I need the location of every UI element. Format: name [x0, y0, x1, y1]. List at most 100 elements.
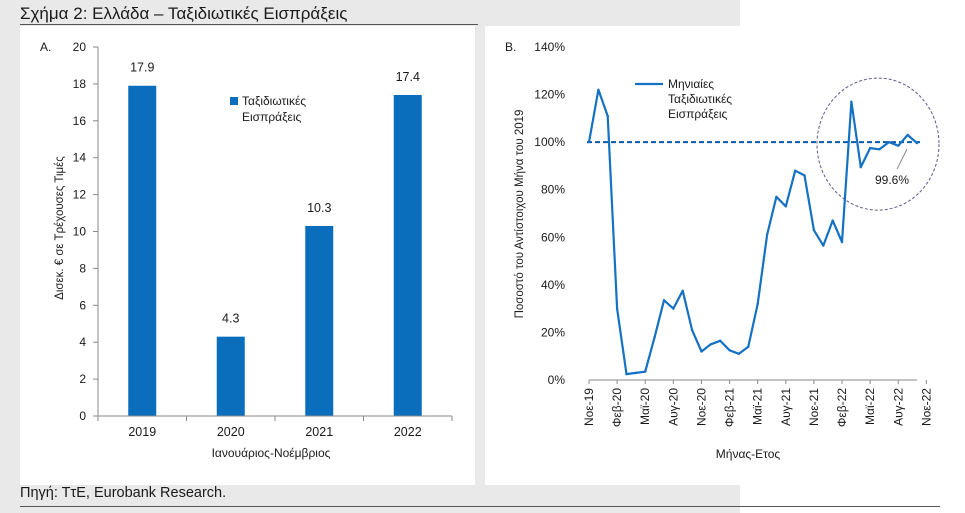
data-point — [812, 228, 816, 232]
x-tick-label: Νοε-21 — [807, 388, 821, 426]
x-tick-label: 2020 — [217, 425, 245, 439]
y-tick-label: 0% — [548, 373, 566, 387]
x-axis-label: Μήνας-Ετος — [716, 447, 781, 461]
y-tick-label: 14 — [73, 151, 87, 165]
footer-band-right — [740, 486, 965, 513]
highlight-circle — [816, 77, 940, 211]
y-tick-label: 20% — [541, 325, 565, 339]
data-point — [634, 371, 638, 375]
figure-title: Σχήμα 2: Ελλάδα – Ταξιδιωτικές Εισπράξει… — [20, 4, 348, 23]
x-tick-label: Αυγ-22 — [891, 388, 905, 426]
data-point — [859, 165, 862, 169]
data-point — [887, 140, 891, 144]
source-note: Πηγή: ΤτΕ, Eurobank Research. — [20, 485, 227, 501]
bar-value-label: 10.3 — [307, 201, 331, 215]
y-tick-label: 80% — [541, 183, 565, 197]
x-axis-label: Ιανουάριος-Νοέμβριος — [212, 446, 331, 460]
y-tick-label: 12 — [73, 188, 87, 202]
annotation-leader — [896, 148, 908, 170]
bar — [216, 336, 245, 416]
annotation-label: 99.6% — [875, 173, 909, 187]
x-tick-label: 2021 — [305, 425, 333, 439]
data-point — [615, 307, 619, 310]
data-point — [728, 349, 731, 352]
panel-a: A. 0 2 4 6 8 10 12 14 16 18 20 17.9 4.3 10.3 17.4 201… — [20, 26, 475, 485]
data-point — [784, 205, 787, 208]
y-tick-label: 8 — [79, 261, 86, 275]
x-tick-label: Νοε-20 — [694, 388, 708, 426]
data-point — [597, 88, 600, 92]
data-point — [690, 328, 694, 332]
y-tick-label: 100% — [534, 135, 565, 149]
panel-a-label: A. — [40, 40, 51, 54]
data-point — [653, 335, 656, 339]
legend-label-line1: Μηνιαίες — [668, 77, 714, 91]
data-point — [906, 133, 909, 137]
y-tick-label: 18 — [73, 77, 87, 91]
y-axis-label: Ποσοστό του Αντίστοιχου Μήνα του 2019 — [514, 110, 526, 319]
data-point — [672, 307, 675, 310]
y-tick-label: 140% — [534, 40, 565, 54]
series-line — [587, 88, 918, 376]
data-point — [709, 343, 713, 346]
data-point — [606, 114, 609, 118]
data-point — [737, 352, 741, 356]
y-tick-label: 20 — [73, 40, 87, 54]
x-tick-label: 2019 — [128, 425, 156, 439]
legend-label-line3: Εισπράξεις — [668, 107, 728, 121]
legend-label-line1: Ταξιδιωτικές — [242, 94, 306, 108]
y-tick-label: 120% — [534, 88, 565, 102]
legend-label-line2: Εισπράξεις — [242, 110, 302, 124]
x-tick-label: Νοε-19 — [582, 388, 596, 426]
line-chart: B. 0% 20% 40% 60% 80% 100% 120% 140% Νοε-19 Φεβ-… — [505, 40, 940, 461]
data-point — [897, 144, 900, 147]
bar — [128, 85, 157, 416]
bar-value-label: 4.3 — [222, 312, 239, 326]
data-point — [878, 148, 881, 151]
data-point — [793, 169, 797, 172]
x-tick-label: Μαϊ-20 — [638, 388, 652, 425]
panel-b-label: B. — [505, 40, 516, 54]
legend-label-line2: Ταξιδιωτικές — [668, 92, 732, 106]
x-tick-label: Αυγ-21 — [779, 388, 793, 426]
y-tick-label: 10 — [73, 225, 87, 239]
data-point — [681, 289, 684, 293]
x-tick-label: Φεβ-21 — [723, 388, 737, 427]
y-axis-label: Δισεκ. € σε Τρέχουσες Τιμές — [54, 156, 66, 300]
bar — [393, 94, 422, 416]
legend-swatch — [230, 97, 238, 105]
data-point — [662, 299, 666, 302]
data-point — [850, 100, 853, 103]
data-point — [831, 219, 834, 222]
data-point — [803, 174, 806, 177]
panel-b: B. 0% 20% 40% 60% 80% 100% 120% 140% Νοε-19 Φεβ-… — [485, 26, 940, 485]
y-tick-label: 40% — [541, 278, 565, 292]
data-point — [644, 370, 647, 373]
x-tick-label: Φεβ-22 — [835, 388, 849, 427]
y-tick-label: 60% — [541, 230, 565, 244]
y-tick-label: 6 — [79, 298, 86, 312]
data-point — [700, 350, 703, 353]
data-point — [822, 244, 825, 247]
bar-chart: A. 0 2 4 6 8 10 12 14 16 18 20 17.9 4.3 10.3 17.4 201… — [40, 40, 453, 460]
data-point — [756, 302, 759, 306]
x-tick-label: Αυγ-20 — [666, 388, 680, 426]
data-point — [719, 339, 722, 342]
bottom-rule — [20, 506, 940, 507]
bar-value-label: 17.4 — [396, 70, 420, 84]
x-tick-label: Μαϊ-22 — [863, 388, 877, 425]
title-rule — [20, 24, 478, 25]
y-tick-label: 16 — [73, 114, 87, 128]
x-tick-label: Μαϊ-21 — [751, 388, 765, 425]
y-tick-label: 0 — [79, 409, 86, 423]
data-point — [868, 146, 872, 150]
data-point — [625, 372, 628, 376]
data-point — [915, 141, 919, 145]
data-point — [840, 240, 844, 244]
bar — [305, 225, 334, 416]
bar-value-label: 17.9 — [130, 61, 154, 75]
y-tick-label: 4 — [79, 335, 86, 349]
data-point — [765, 233, 769, 237]
data-point — [775, 195, 778, 199]
data-point — [587, 140, 591, 144]
